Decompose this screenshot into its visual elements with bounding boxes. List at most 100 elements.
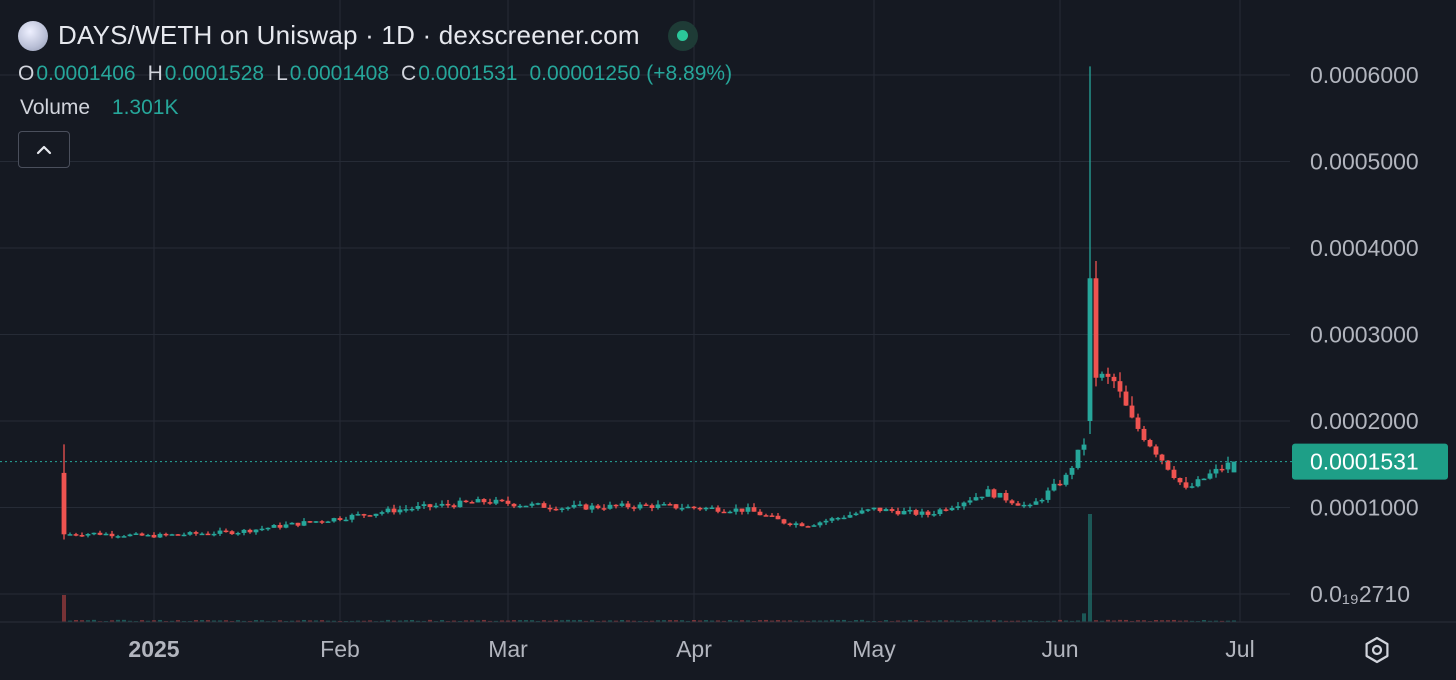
y-tick-label: 0.0005000: [1310, 149, 1419, 175]
volume-bar: [236, 620, 240, 622]
volume-bar: [206, 620, 210, 622]
volume-bar: [608, 620, 612, 622]
volume-bar: [632, 620, 636, 622]
candle-body: [583, 504, 589, 510]
volume-bar: [386, 619, 390, 622]
candle-body: [67, 534, 73, 536]
candle-body: [661, 504, 667, 506]
gear-icon[interactable]: [1362, 635, 1392, 665]
volume-bar: [614, 620, 618, 622]
candle-body: [835, 517, 841, 520]
volume-bar: [554, 619, 558, 622]
candle-body: [457, 500, 463, 508]
candle-body: [469, 502, 475, 504]
candle-body: [427, 504, 433, 508]
volume-bar: [356, 620, 360, 622]
candle-body: [409, 508, 415, 511]
candle-body: [1063, 474, 1069, 485]
volume-bar: [728, 620, 732, 622]
volume-bar: [110, 620, 114, 622]
volume-bar: [734, 620, 738, 622]
volume-bar: [758, 620, 762, 622]
volume-bar: [710, 620, 714, 622]
volume-bar: [422, 620, 426, 622]
volume-bar: [290, 620, 294, 622]
candle-body: [1165, 460, 1171, 470]
volume-bar: [380, 620, 384, 622]
volume-readout: Volume 1.301K: [20, 96, 178, 120]
candle-body: [73, 534, 79, 536]
volume-bar: [674, 620, 678, 622]
live-status-dot-icon: [667, 20, 698, 51]
candle-body: [433, 505, 439, 508]
volume-bar: [1202, 620, 1206, 622]
volume-bar: [350, 620, 354, 622]
volume-bar: [776, 620, 780, 622]
candle-body: [979, 496, 985, 499]
candle-body: [1231, 461, 1237, 473]
candle-body: [379, 512, 385, 514]
candle-body: [463, 500, 469, 503]
volume-bar: [860, 619, 864, 622]
candle-body: [193, 532, 199, 534]
volume-bar: [716, 620, 720, 622]
y-tick-label: 0.0004000: [1310, 235, 1419, 261]
candle-body: [865, 509, 871, 511]
volume-bar: [1178, 620, 1182, 622]
candle-body: [397, 509, 403, 513]
volume-bar: [698, 620, 702, 622]
volume-bar: [218, 620, 222, 622]
candle-body: [127, 534, 133, 537]
candle-body: [349, 514, 355, 520]
candle-body: [481, 499, 487, 503]
candle-body: [307, 521, 313, 523]
candle-body: [133, 533, 139, 535]
volume-value: 1.301K: [111, 96, 179, 119]
volume-bar: [62, 595, 66, 622]
candle-body: [1201, 478, 1207, 481]
candle-body: [439, 503, 445, 506]
candle-body: [643, 504, 649, 507]
volume-bar: [818, 620, 822, 622]
collapse-button[interactable]: [18, 131, 70, 168]
volume-bar: [830, 619, 834, 622]
candle-body: [613, 504, 619, 507]
candle-body: [337, 518, 343, 520]
volume-bar: [1220, 620, 1224, 622]
candle-body: [1189, 486, 1195, 488]
candle-body: [529, 503, 535, 506]
candle-body: [985, 489, 991, 497]
candle-body: [217, 530, 223, 534]
volume-bar: [170, 620, 174, 622]
candle-body: [511, 503, 517, 507]
candle-body: [1069, 467, 1075, 475]
y-tick-label: 0.0003000: [1310, 322, 1419, 348]
candle-body: [445, 503, 451, 506]
volume-bar: [116, 619, 120, 622]
candle-body: [61, 472, 67, 535]
volume-bar: [1034, 620, 1038, 622]
current-price-badge: 0.0001531: [1292, 443, 1448, 480]
volume-bar: [572, 620, 576, 622]
volume-bar: [902, 620, 906, 622]
volume-bar: [566, 619, 570, 622]
volume-bar: [992, 620, 996, 622]
candle-body: [505, 500, 511, 504]
volume-bar: [200, 620, 204, 622]
volume-bar: [314, 620, 318, 622]
candle-body: [889, 509, 895, 511]
volume-bar: [92, 619, 96, 622]
candle-body: [1087, 278, 1093, 421]
volume-bar: [440, 620, 444, 622]
candle-body: [883, 509, 889, 512]
candle-body: [913, 510, 919, 515]
volume-bar: [542, 620, 546, 622]
volume-bar: [722, 620, 726, 622]
candle-body: [955, 506, 961, 508]
volume-bar: [398, 620, 402, 622]
volume-bar: [1208, 620, 1212, 622]
volume-bar: [146, 620, 150, 622]
volume-bar: [854, 620, 858, 622]
candle-body: [595, 505, 601, 509]
